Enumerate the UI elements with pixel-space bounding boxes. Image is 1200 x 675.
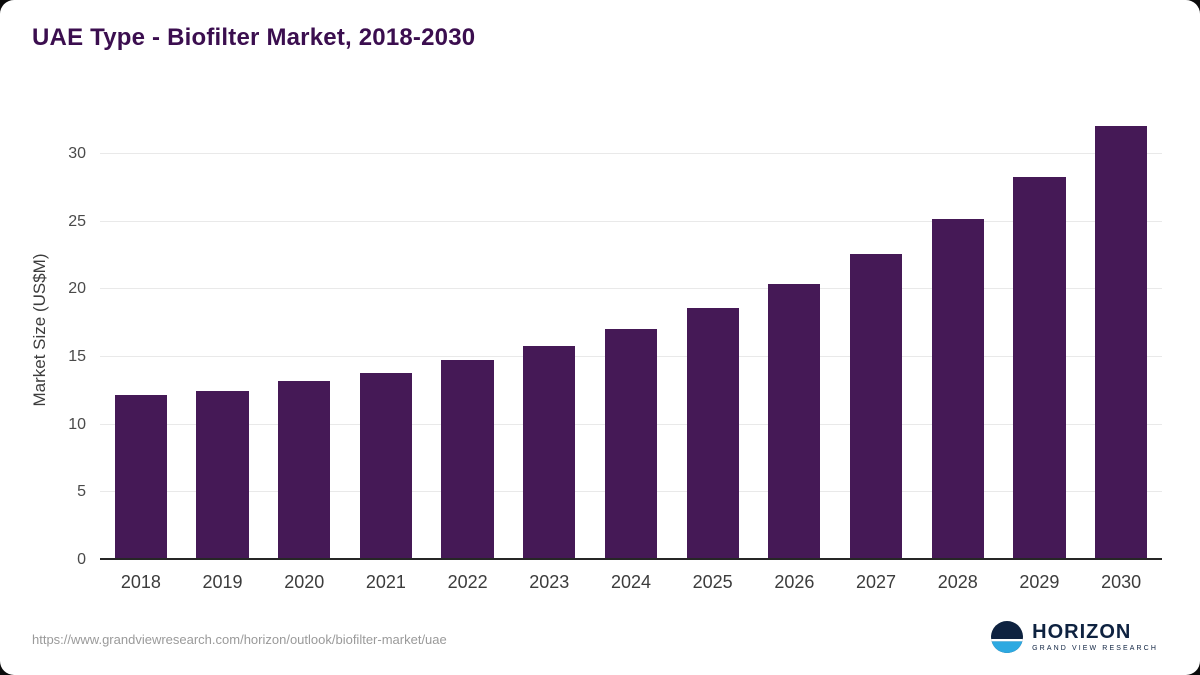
x-tick-label: 2019	[202, 572, 243, 592]
bar-column: 2022	[427, 100, 509, 592]
source-url: https://www.grandviewresearch.com/horizo…	[32, 632, 447, 647]
bar-column: 2018	[100, 100, 182, 592]
brand-text: HORIZON GRAND VIEW RESEARCH	[1032, 620, 1158, 652]
bar-column: 2021	[345, 100, 427, 592]
bar	[686, 308, 739, 560]
chart-title: UAE Type - Biofilter Market, 2018-2030	[32, 24, 476, 51]
x-tick-label: 2021	[365, 572, 406, 592]
bar	[604, 328, 658, 560]
x-axis-line	[100, 558, 1162, 560]
plot-area: 0 5 10 15 20 25 30 2018 2019 2020 2021 2022 2023 2024…	[68, 100, 1162, 592]
bar-column: 2026	[754, 100, 836, 592]
bar	[523, 346, 576, 560]
x-tick-label: 2020	[284, 572, 325, 592]
y-tick-label: 5	[77, 483, 86, 501]
gridline	[100, 288, 1162, 290]
y-tick-label: 20	[68, 280, 86, 298]
x-tick-label: 2030	[1101, 572, 1142, 592]
x-tick-label: 2026	[774, 572, 815, 592]
bar	[278, 381, 331, 560]
bar	[114, 394, 167, 560]
bar-column: 2023	[508, 100, 590, 592]
bar-column: 2027	[835, 100, 917, 592]
x-tick-label: 2022	[447, 572, 488, 592]
bar	[359, 373, 413, 560]
bar	[768, 284, 821, 560]
x-tick-label: 2024	[610, 572, 651, 592]
y-tick-label: 0	[77, 551, 86, 568]
horizon-logo-icon	[991, 621, 1024, 653]
bar	[1013, 177, 1066, 560]
gridline	[100, 153, 1162, 155]
y-axis-label: Market Size (US$M)	[30, 253, 49, 407]
x-tick-label: 2023	[529, 572, 570, 592]
y-tick-label: 30	[68, 145, 86, 163]
bar-column: 2030	[1080, 100, 1162, 592]
y-tick-label: 25	[68, 212, 86, 230]
x-tick-label: 2027	[856, 572, 897, 592]
y-tick-label: 15	[68, 348, 86, 366]
bar-column: 2019	[182, 100, 264, 592]
bar-column: 2029	[999, 100, 1081, 592]
x-tick-label: 2025	[692, 572, 733, 592]
bar-column: 2024	[590, 100, 672, 592]
brand-logo: HORIZON GRAND VIEW RESEARCH	[991, 621, 1158, 653]
brand-name: HORIZON	[1032, 620, 1132, 643]
x-tick-label: 2018	[120, 572, 161, 592]
bar-column: 2025	[672, 100, 754, 592]
bar	[196, 390, 249, 560]
x-tick-label: 2029	[1019, 572, 1060, 592]
bar-column: 2020	[263, 100, 345, 592]
brand-subtitle: GRAND VIEW RESEARCH	[1032, 644, 1158, 652]
gridline	[100, 220, 1162, 222]
y-tick-label: 10	[68, 415, 86, 433]
bar-series: 2018 2019 2020 2021 2022 2023 2024 2025 2026 2027…	[100, 100, 1162, 592]
bar-column: 2028	[917, 100, 999, 592]
x-tick-label: 2028	[937, 572, 978, 592]
bar	[441, 359, 494, 560]
bar	[931, 219, 984, 560]
bar	[1094, 125, 1148, 560]
bar	[849, 254, 903, 560]
